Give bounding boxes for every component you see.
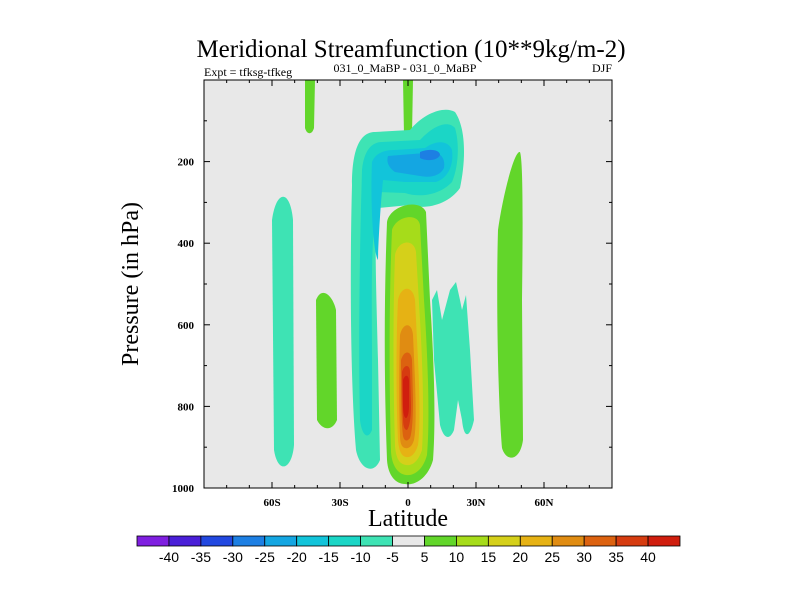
y-tick-label: 400 xyxy=(178,238,195,250)
colorbar-label: 35 xyxy=(608,549,624,565)
colorbar-swatch xyxy=(296,535,330,547)
colorbar-swatch xyxy=(487,535,521,547)
colorbar-label: -40 xyxy=(159,549,179,565)
colorbar-swatch xyxy=(647,535,681,547)
contour-northern-negative-cell xyxy=(432,282,474,437)
colorbar-swatch xyxy=(136,535,170,547)
contour-southern-positive-cell xyxy=(316,292,337,429)
colorbar-label: -5 xyxy=(386,549,399,565)
y-tick-label: 1000 xyxy=(172,483,195,495)
colorbar-swatch xyxy=(328,535,361,547)
colorbar-swatch xyxy=(264,535,298,547)
colorbar-swatch xyxy=(519,535,553,547)
y-axis-label: Pressure (in hPa) xyxy=(118,202,144,366)
colorbar-swatch xyxy=(200,535,234,547)
x-axis: 60S 30S 0 30N 60N xyxy=(226,80,590,509)
colorbar-label: -15 xyxy=(319,549,339,565)
contour-southern-negative-cell xyxy=(272,196,294,467)
colorbar-swatch xyxy=(615,535,649,547)
x-tick-label: 60S xyxy=(263,497,280,509)
y-tick-label: 800 xyxy=(178,401,195,413)
colorbar-label: 40 xyxy=(640,549,656,565)
colorbar-label: 10 xyxy=(449,549,465,565)
y-tick-label: 600 xyxy=(178,320,195,332)
contour-upper-band-40s xyxy=(305,80,315,134)
colorbar-label: -35 xyxy=(191,549,211,565)
x-tick-label: 30N xyxy=(467,497,486,509)
colorbar-swatch xyxy=(551,535,585,547)
colorbar-swatch xyxy=(583,535,617,547)
contour-upper-band-equator xyxy=(403,80,413,139)
colorbar-label: -25 xyxy=(255,549,275,565)
contour-tropical-positive-40 xyxy=(403,375,409,418)
colorbar-label: -30 xyxy=(223,549,243,565)
y-tick-label: 200 xyxy=(178,157,195,169)
colorbar-label: 20 xyxy=(513,549,529,565)
colorbar-label: -10 xyxy=(350,549,370,565)
colorbar-swatch xyxy=(392,535,425,547)
colorbar-label: -20 xyxy=(287,549,307,565)
y-axis: 200 400 600 800 1000 xyxy=(172,120,612,495)
left-subtitle: Expt = tfksg-tfkeg xyxy=(204,65,292,79)
colorbar-label: 5 xyxy=(421,549,429,565)
colorbar-swatch xyxy=(456,535,489,547)
chart-title: Meridional Streamfunction (10**9kg/m-2) xyxy=(196,36,625,63)
colorbar-swatch xyxy=(360,535,393,547)
right-subtitle: DJF xyxy=(592,61,612,75)
x-axis-label: Latitude xyxy=(368,506,448,532)
colorbar-swatch xyxy=(424,535,457,547)
x-tick-label: 30S xyxy=(331,497,348,509)
colorbar: -40 -35 -30 -25 -20 -15 -10 -5 5 10 15 20 25 30 35 40 xyxy=(136,535,681,565)
contour-northern-positive-cell xyxy=(497,151,523,458)
colorbar-label: 15 xyxy=(481,549,497,565)
colorbar-label: 25 xyxy=(544,549,560,565)
colorbar-swatch xyxy=(232,535,266,547)
contour-tropical-negative-25 xyxy=(420,149,440,161)
colorbar-swatch xyxy=(168,535,202,547)
center-subtitle: 031_0_MaBP - 031_0_MaBP xyxy=(334,61,477,75)
x-tick-label: 60N xyxy=(535,497,554,509)
x-tick-label: 0 xyxy=(405,497,411,509)
colorbar-label: 30 xyxy=(576,549,592,565)
contour-fills xyxy=(272,80,523,485)
